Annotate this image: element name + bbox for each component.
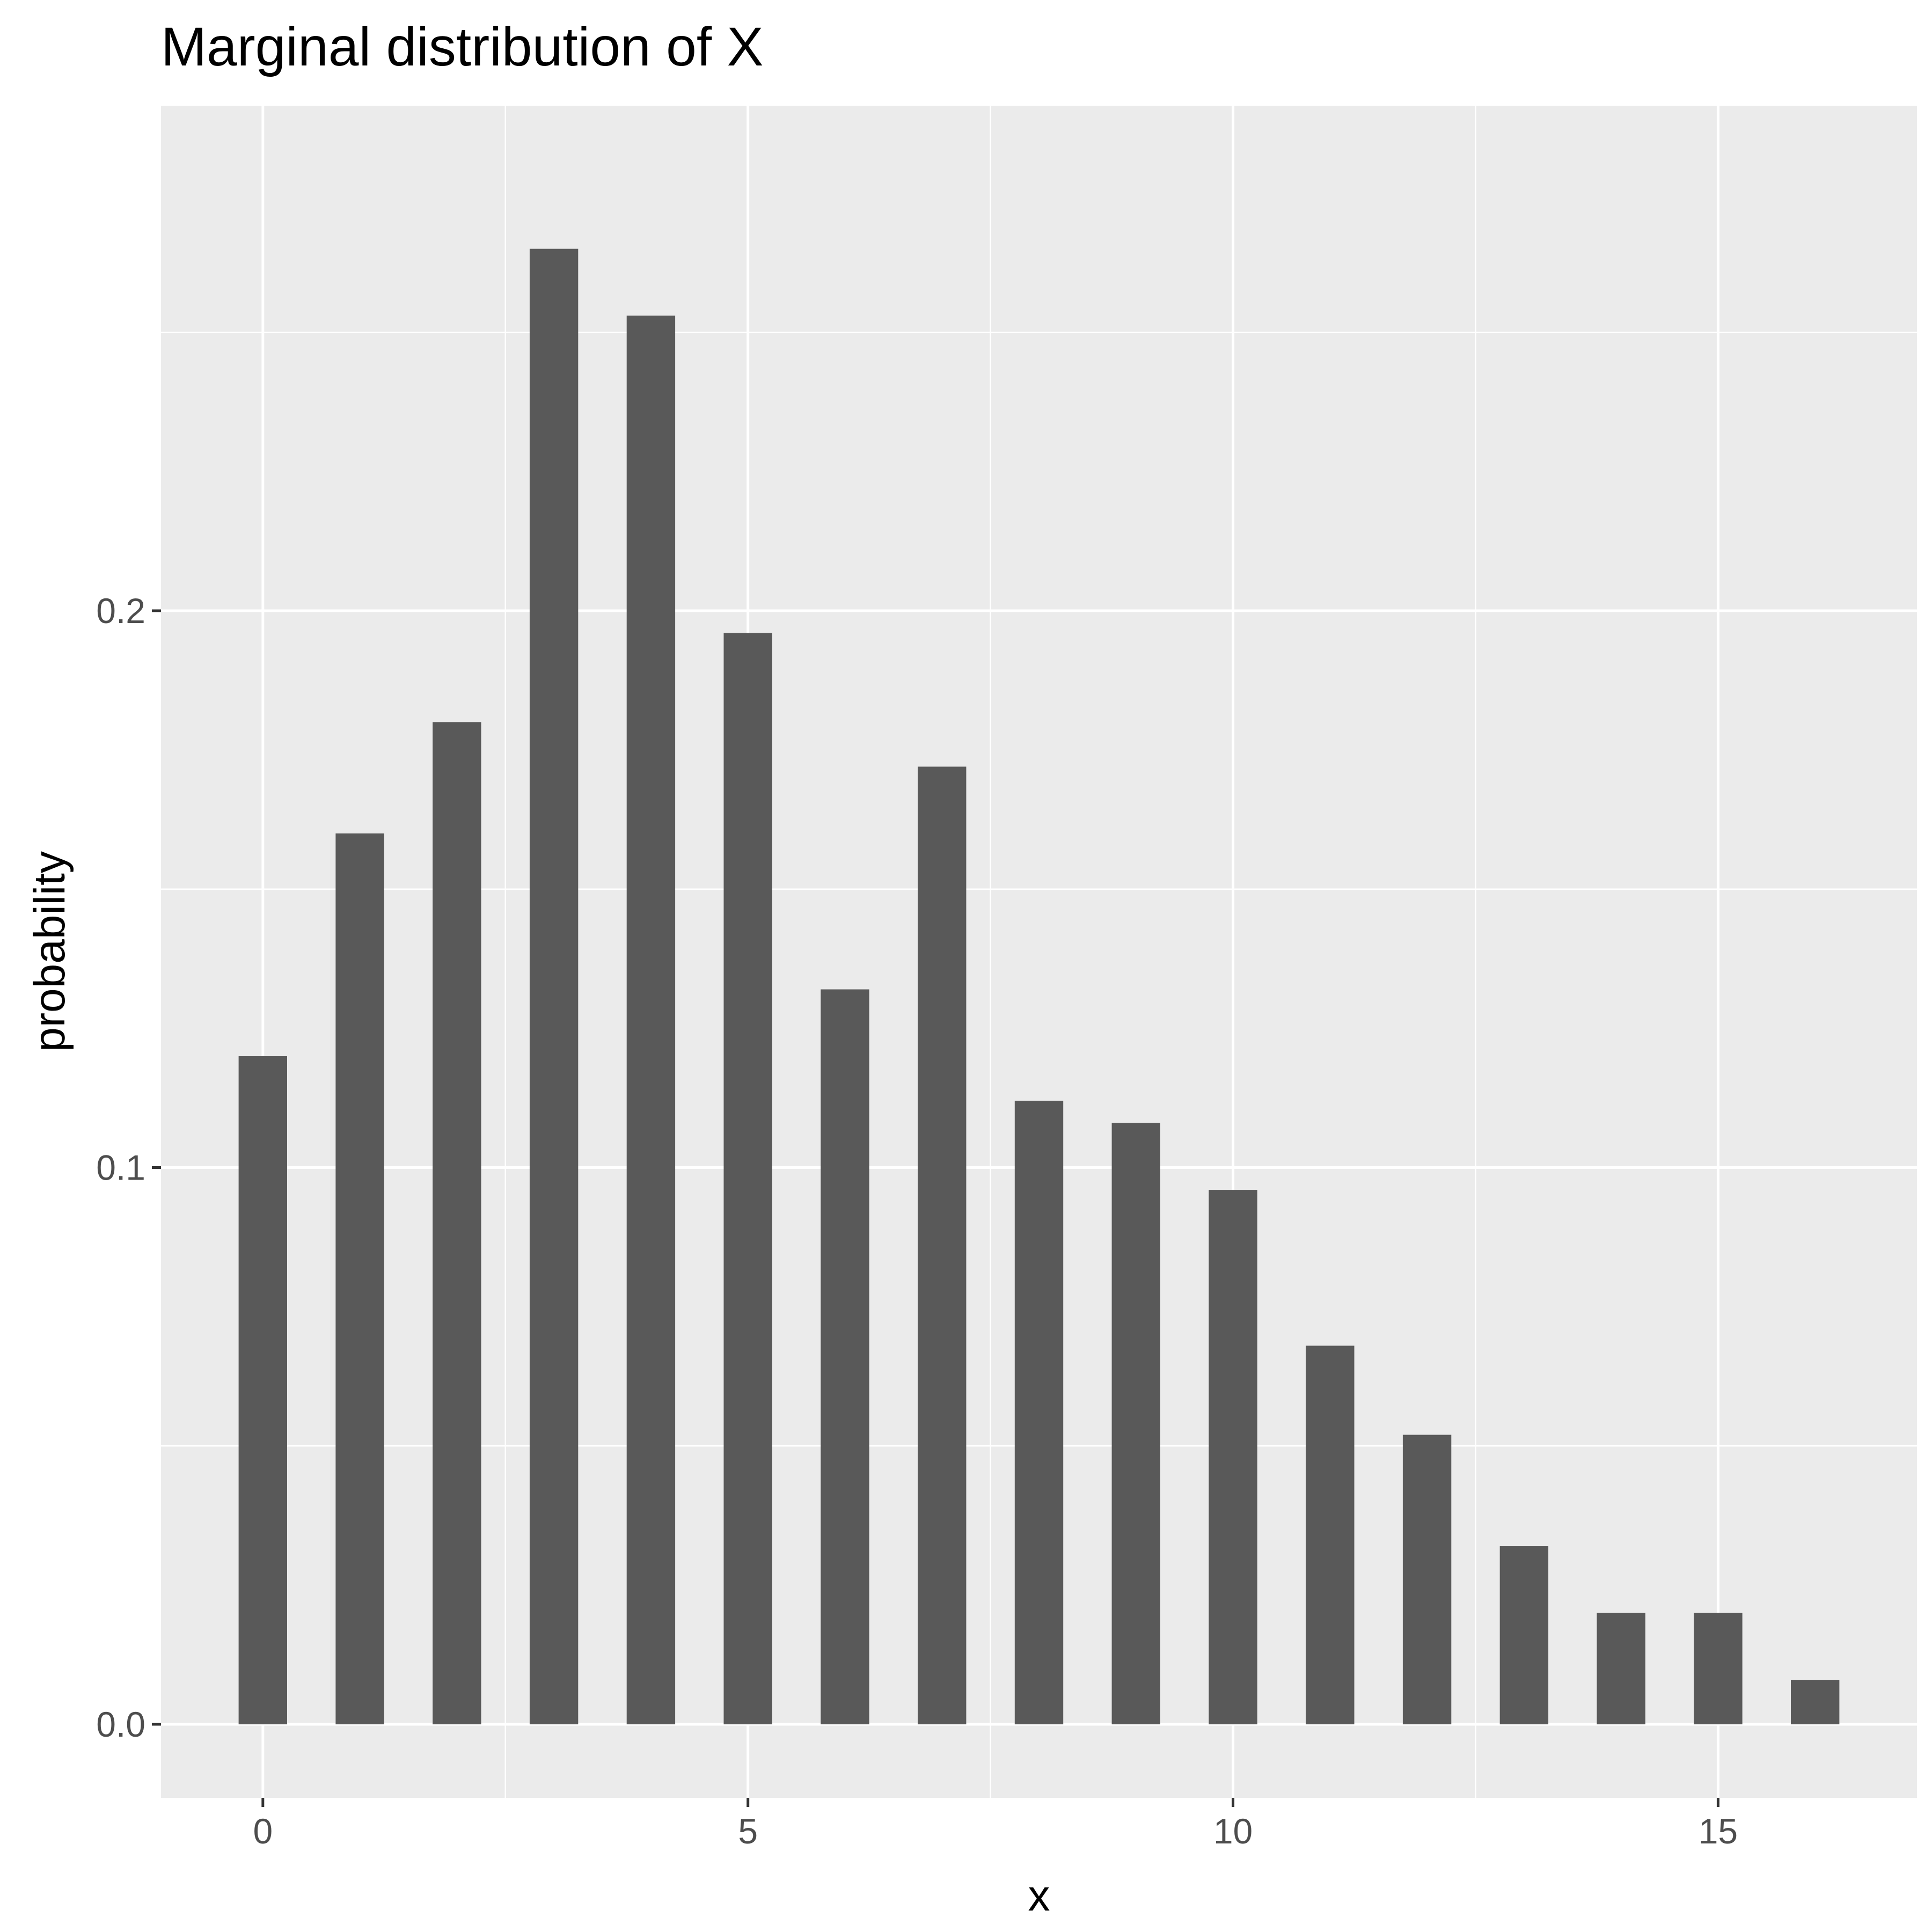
chart-title: Marginal distribution of X [161,16,764,77]
bars [238,248,1840,1725]
y-axis: 0.0 0.1 0.2 [96,591,161,1744]
bar [335,833,384,1725]
bar [918,766,967,1725]
y-axis-title: probability [25,851,74,1052]
bar [1014,1101,1064,1725]
x-tick-label: 0 [253,1811,273,1851]
bar [433,722,481,1725]
x-tick-label: 15 [1699,1811,1738,1851]
bar [238,1056,288,1725]
bar [1209,1190,1257,1725]
bar [529,248,579,1725]
bar [626,316,676,1725]
bar [1306,1345,1355,1725]
x-axis-title: x [1028,1871,1050,1920]
bar [1790,1680,1840,1725]
bar [1111,1123,1160,1725]
x-tick-label: 10 [1213,1811,1253,1851]
x-axis: 0 5 10 15 [253,1798,1738,1851]
bar [1402,1435,1452,1725]
x-tick-label: 5 [738,1811,758,1851]
y-tick-label: 0.1 [96,1148,145,1188]
y-tick-label: 0.2 [96,591,145,631]
bar [1597,1613,1645,1725]
bar [1499,1546,1549,1725]
bar [821,989,869,1725]
bar [1694,1613,1743,1725]
y-tick-label: 0.0 [96,1704,145,1744]
bar [723,633,772,1725]
